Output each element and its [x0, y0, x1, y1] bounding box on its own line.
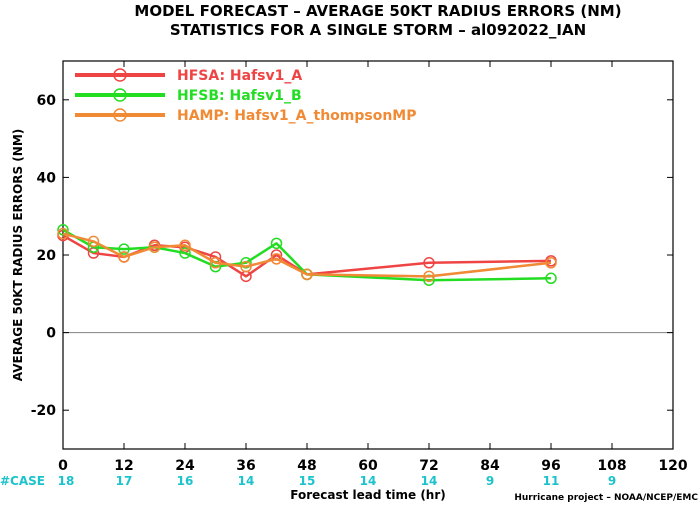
legend-label-hfsa: HFSA: Hafsv1_A	[177, 68, 302, 84]
legend-marker-hfsb	[113, 88, 127, 102]
data-point-hamp	[270, 253, 283, 265]
x-tick-label: 36	[236, 458, 255, 474]
y-tick-label: -20	[31, 403, 57, 419]
y-axis: -20 0 20 40 60	[31, 93, 673, 419]
x-tick-label: 12	[114, 458, 133, 474]
x-tick-label: 96	[541, 458, 560, 474]
y-tick-label: 60	[37, 93, 57, 109]
legend-label-hfsb: HFSB: Hafsv1_B	[177, 88, 302, 104]
x-axis: 0 12 24 36 48 60 72 84 96 108 120	[58, 61, 688, 474]
case-count: 11	[543, 474, 560, 488]
data-point-hfsb	[545, 272, 557, 285]
y-tick-label: 0	[46, 326, 56, 342]
data-point-hamp	[87, 235, 100, 248]
data-point-hamp	[240, 260, 252, 273]
series-line-hfsb	[62, 228, 552, 282]
data-point-hfsa	[423, 257, 435, 269]
case-row: #CASE 18 17 16 14 15 14 14 9 11 9	[0, 474, 616, 488]
data-point-hamp	[209, 257, 222, 269]
x-axis-label: Forecast lead time (hr)	[290, 488, 446, 502]
case-count: 14	[421, 474, 438, 488]
series-hamp	[57, 227, 557, 283]
data-point-hfsb	[118, 243, 130, 255]
y-tick-label: 40	[37, 170, 57, 186]
title-line-1: MODEL FORECAST – AVERAGE 50KT RADIUS ERR…	[134, 2, 621, 20]
case-count: 15	[299, 474, 316, 488]
case-count: 9	[608, 474, 616, 488]
x-tick-label: 24	[175, 458, 195, 474]
title-line-2: STATISTICS FOR A SINGLE STORM – al092022…	[170, 21, 586, 39]
legend-marker-hamp	[113, 108, 127, 122]
data-point-hamp	[423, 270, 435, 283]
chart-title: MODEL FORECAST – AVERAGE 50KT RADIUS ERR…	[134, 2, 621, 39]
case-count: 14	[360, 474, 377, 488]
y-axis-label: AVERAGE 50KT RADIUS ERRORS (NM)	[11, 129, 25, 381]
legend-marker-hfsa	[113, 68, 127, 82]
data-point-hamp	[179, 239, 191, 252]
data-point-hfsb	[270, 237, 283, 250]
x-tick-label: 108	[597, 458, 626, 474]
x-tick-label: 120	[658, 458, 687, 474]
data-point-hamp	[545, 257, 557, 269]
case-count: 14	[238, 474, 255, 488]
series-line-hfsa	[62, 234, 552, 278]
x-tick-label: 60	[358, 458, 378, 474]
case-count: 9	[486, 474, 494, 488]
data-point-hamp	[57, 227, 69, 240]
x-tick-label: 72	[419, 458, 438, 474]
series-layer	[57, 224, 557, 286]
credit-text: Hurricane project – NOAA/NCEP/EMC	[514, 493, 698, 503]
data-point-hamp	[118, 251, 130, 263]
x-tick-label: 84	[480, 458, 500, 474]
data-point-hamp	[148, 241, 161, 253]
x-tick-label: 0	[58, 458, 68, 474]
data-point-hamp	[301, 268, 313, 281]
legend-label-hamp: HAMP: Hafsv1_A_thompsonMP	[177, 108, 417, 124]
x-tick-label: 48	[297, 458, 316, 474]
case-count: 16	[177, 474, 194, 488]
y-tick-label: 20	[37, 248, 57, 264]
data-point-hfsb	[179, 247, 191, 259]
legend: HFSA: Hafsv1_A HFSB: Hafsv1_B HAMP: Hafsv1…	[75, 68, 417, 124]
case-count: 18	[58, 474, 75, 488]
series-line-hamp	[62, 232, 552, 278]
case-label: #CASE	[0, 474, 45, 488]
case-count: 17	[116, 474, 133, 488]
